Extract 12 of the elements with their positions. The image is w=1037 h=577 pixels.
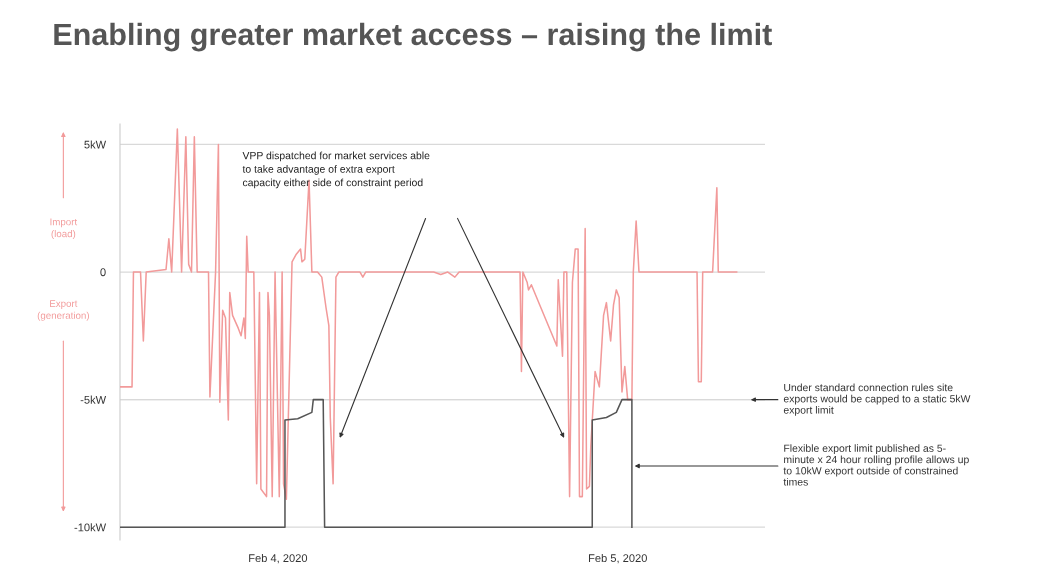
- x-tick-label: Feb 5, 2020: [589, 553, 647, 564]
- annotation: VPP dispatched for market services able to take advantage of extra export capacity either side of constraint period: [242, 151, 430, 189]
- y-tick-label: 0: [100, 268, 106, 277]
- y-tick-label: -10kW: [74, 523, 107, 532]
- text: Export (generation): [37, 300, 89, 321]
- annotation: Flexible export limit published as 5- minute x 24 hour rolling profile allows up to 10kW export outside of constrained times: [783, 444, 969, 486]
- chart-title: Enabling greater market access – raising the limit: [54, 22, 772, 52]
- ref-line-label: Under standard connection rules site exports would be capped to a static 5kW export limit: [783, 383, 971, 416]
- y-tick-label: -5kW: [80, 395, 107, 404]
- text: Import (load): [50, 218, 78, 240]
- y-tick-label: 5kW: [84, 140, 107, 149]
- x-tick-label: Feb 4, 2020: [249, 553, 308, 564]
